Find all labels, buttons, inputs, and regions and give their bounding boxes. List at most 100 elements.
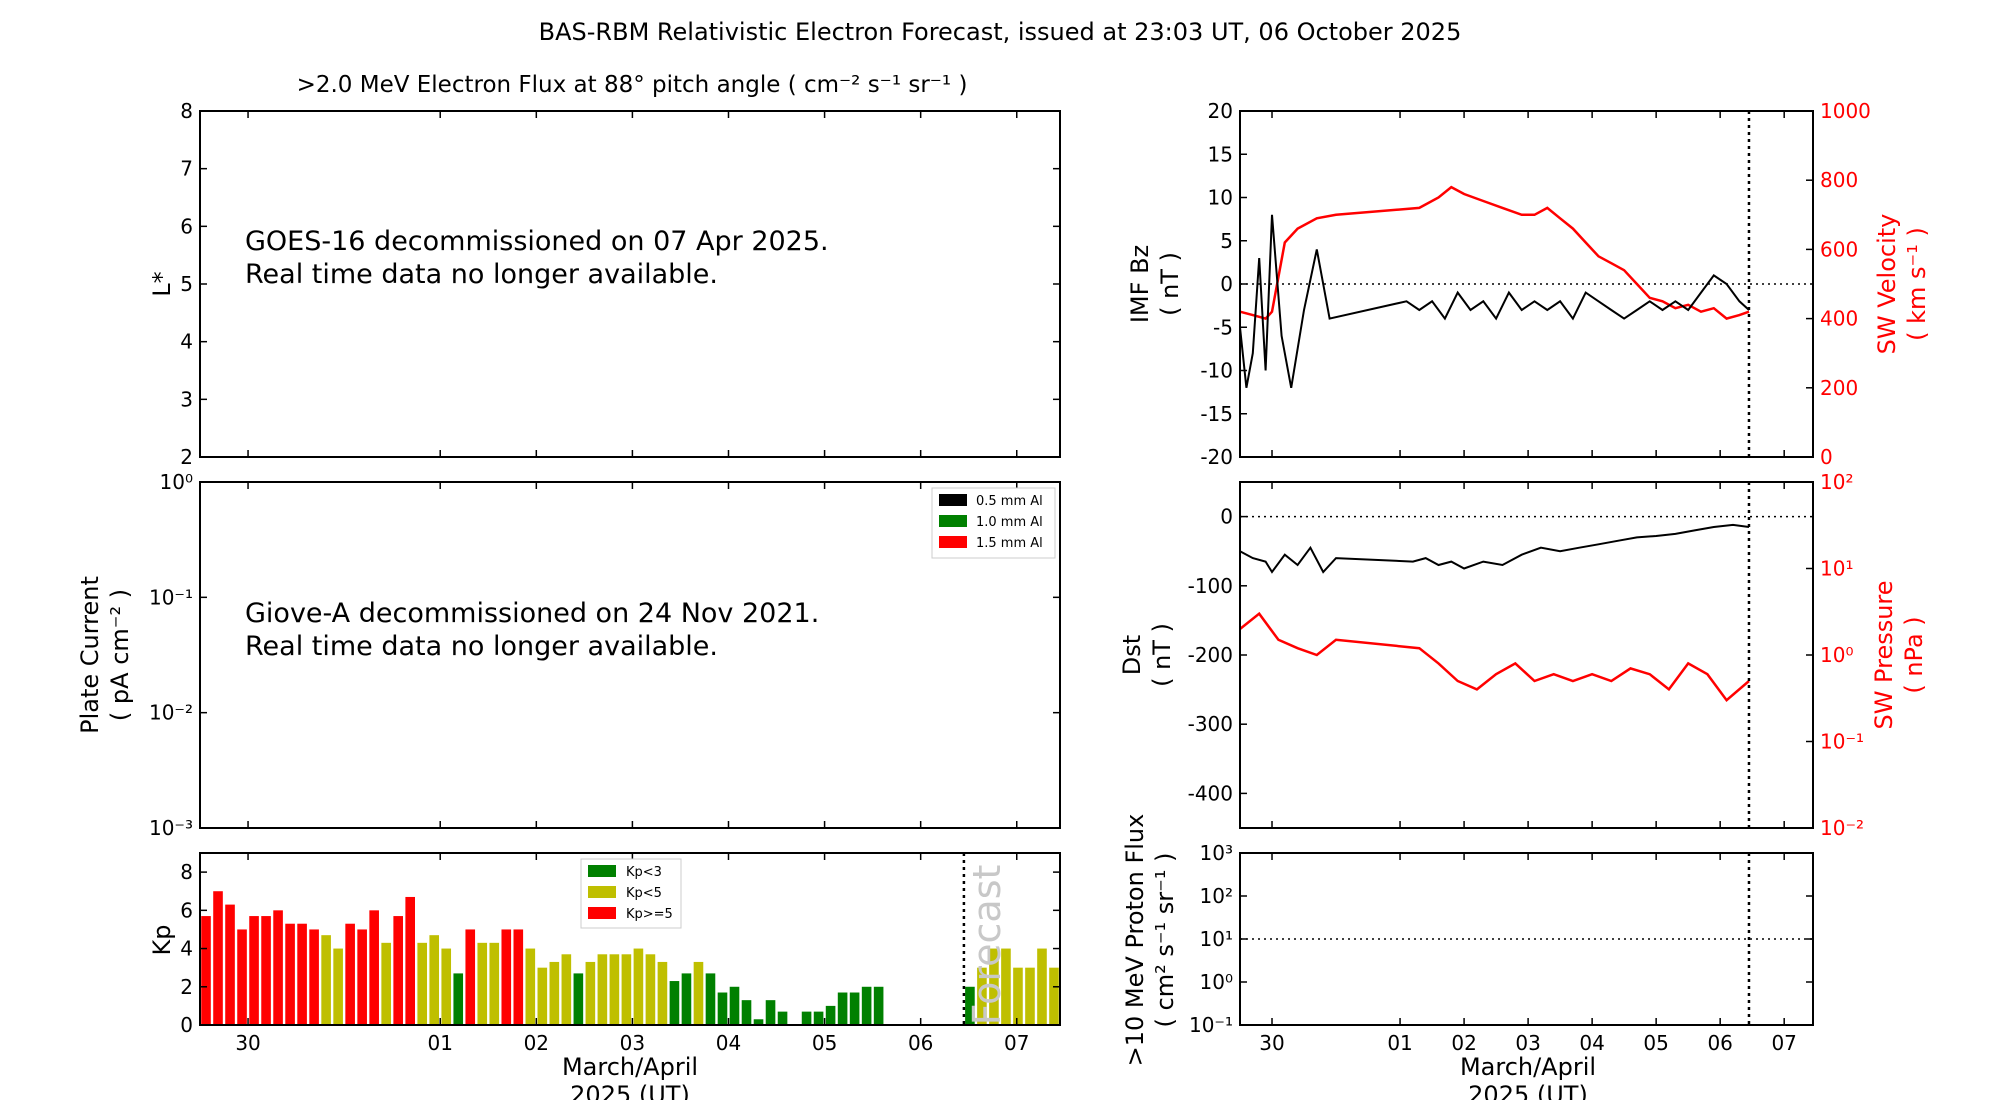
- kp-forecast-label: Forecast: [965, 865, 1009, 1026]
- kp-legend-label-high: Kp>=5: [626, 907, 673, 922]
- imf-y-tick-label: 0: [1220, 272, 1233, 296]
- proton-y-tick-label: 10³: [1200, 841, 1233, 865]
- sw-velocity-y-axis: 0 200 400 600 800 1000: [1806, 99, 1871, 469]
- imf-x-axis: [1271, 111, 1785, 457]
- kp-x-tick-label: 03: [620, 1031, 645, 1055]
- dst-y-label-line1: Dst: [1118, 635, 1146, 675]
- dst-y-axis: -400 -300 -200 -100 0: [1188, 505, 1247, 805]
- imf-y-label-line2: ( nT ): [1156, 252, 1184, 316]
- imf-y-label-line1: IMF Bz: [1126, 245, 1154, 323]
- kp-bar: [369, 910, 379, 1025]
- proton-x-label-line2: 2025 (UT): [1468, 1081, 1588, 1100]
- kp-x-axis: 30 01 02 03 04 05 06 07: [235, 853, 1029, 1055]
- electron-y-tick-label: 7: [180, 157, 193, 181]
- kp-x-label-line2: 2025 (UT): [570, 1081, 690, 1100]
- kp-bar: [333, 948, 343, 1025]
- kp-x-tick-label: 07: [1004, 1031, 1029, 1055]
- imf-y-tick-label: 10: [1208, 186, 1233, 210]
- kp-bar: [261, 916, 271, 1025]
- kp-bar: [573, 973, 584, 1025]
- velocity-y-tick-label: 200: [1820, 376, 1858, 400]
- plate-y-tick-label: 10⁻³: [149, 816, 193, 840]
- plate-x-axis: [247, 482, 1018, 828]
- kp-bar: [621, 954, 632, 1025]
- kp-bar: [669, 981, 680, 1025]
- electron-y-tick-label: 6: [180, 214, 193, 238]
- kp-bars: [201, 891, 1059, 1025]
- pressure-y-tick-label: 10⁰: [1820, 643, 1853, 667]
- kp-bar: [777, 1011, 788, 1025]
- plate-y-label-line1: Plate Current: [76, 576, 104, 734]
- kp-legend-label-mid: Kp<5: [626, 886, 662, 901]
- kp-bar: [645, 954, 656, 1025]
- plate-legend-label-05: 0.5 mm Al: [976, 494, 1043, 509]
- plate-legend-label-15: 1.5 mm Al: [976, 536, 1043, 551]
- kp-bar: [297, 923, 307, 1025]
- plate-y-tick-label: 10⁻¹: [149, 585, 193, 609]
- imf-y-tick-label: 20: [1208, 99, 1233, 123]
- kp-legend-swatch-high: [588, 907, 616, 919]
- kp-plot-frame: [199, 852, 1061, 1026]
- proton-x-tick-label: 05: [1643, 1031, 1668, 1055]
- kp-legend-label-low: Kp<3: [626, 865, 662, 880]
- sw-pressure-label-line2: ( nPa ): [1900, 616, 1928, 693]
- kp-forecast-bar: [989, 948, 999, 1025]
- kp-bar: [813, 1011, 824, 1025]
- kp-bar: [585, 961, 596, 1025]
- electron-y-tick-label: 5: [180, 272, 193, 296]
- dst-x-axis: [1271, 482, 1785, 828]
- kp-bar: [225, 904, 235, 1025]
- plate-legend-swatch-10: [939, 515, 967, 527]
- kp-forecast-bar: [1037, 948, 1047, 1025]
- plate-message-line1: Giove-A decommissioned on 24 Nov 2021.: [245, 598, 819, 629]
- kp-bar: [717, 992, 728, 1025]
- kp-bar: [273, 910, 283, 1025]
- proton-plot-background: [1240, 853, 1813, 1025]
- kp-bar: [801, 1011, 812, 1025]
- dst-y-tick-label: -400: [1188, 781, 1233, 805]
- proton-x-tick-label: 01: [1387, 1031, 1412, 1055]
- electron-panel-title: >2.0 MeV Electron Flux at 88° pitch angl…: [297, 72, 968, 98]
- pressure-y-tick-label: 10²: [1820, 470, 1853, 494]
- kp-bar: [549, 961, 560, 1025]
- dst-y-tick-label: -200: [1188, 643, 1233, 667]
- kp-bar: [405, 896, 415, 1025]
- imf-y-tick-label: -5: [1213, 315, 1233, 339]
- kp-legend-swatch-low: [588, 865, 616, 877]
- kp-bar: [765, 1000, 776, 1025]
- imf-panel: -20 -15 -10 -5 0 5 10 15 20 0 200 400 600 800 1000 IM…: [1126, 99, 1931, 469]
- plate-message-line2: Real time data no longer available.: [245, 631, 718, 662]
- kp-bar: [285, 923, 295, 1025]
- electron-y-axis: 2 3 4 5 6 7 8: [180, 99, 1060, 469]
- kp-legend: Kp<3 Kp<5 Kp>=5: [580, 858, 682, 929]
- plate-y-tick-label: 10⁰: [160, 470, 193, 494]
- kp-bar: [837, 992, 848, 1025]
- kp-bar: [525, 948, 536, 1025]
- kp-bar: [729, 986, 740, 1025]
- sw-velocity-label-line2: ( km s⁻¹ ): [1903, 227, 1931, 341]
- proton-x-label-line1: March/April: [1460, 1053, 1596, 1081]
- proton-x-tick-label: 06: [1707, 1031, 1732, 1055]
- kp-bar: [381, 942, 391, 1025]
- pressure-y-tick-label: 10⁻²: [1820, 816, 1864, 840]
- imf-plot-background: [1240, 111, 1813, 457]
- kp-x-tick-label: 30: [235, 1031, 260, 1055]
- electron-x-axis: [247, 111, 1018, 457]
- kp-bar: [561, 954, 572, 1025]
- plate-current-panel: 10⁻³ 10⁻² 10⁻¹ 10⁰ Plate Current ( pA cm⁻² …: [76, 470, 1061, 840]
- imf-y-tick-label: -15: [1200, 402, 1233, 426]
- proton-x-tick-label: 04: [1579, 1031, 1604, 1055]
- imf-y-tick-label: -10: [1200, 359, 1233, 383]
- kp-bar: [681, 973, 692, 1025]
- velocity-y-tick-label: 400: [1820, 307, 1858, 331]
- plate-y-axis: 10⁻³ 10⁻² 10⁻¹ 10⁰: [149, 470, 1060, 840]
- kp-x-tick-label: 05: [812, 1031, 837, 1055]
- dst-y-tick-label: -100: [1188, 574, 1233, 598]
- kp-bar: [417, 942, 428, 1025]
- electron-y-tick-label: 8: [180, 99, 193, 123]
- proton-y-tick-label: 10¹: [1200, 927, 1233, 951]
- plate-legend-swatch-05: [939, 494, 967, 506]
